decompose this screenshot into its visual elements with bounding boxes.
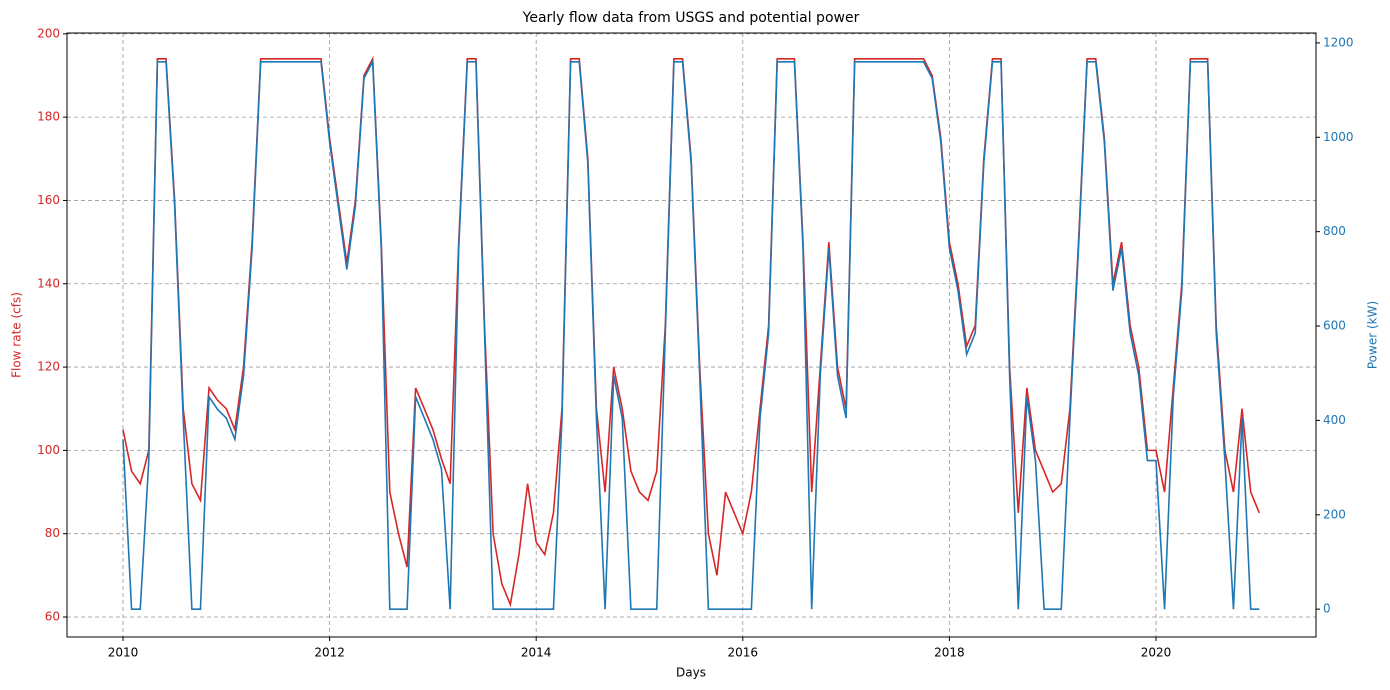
x-axis-label: Days <box>676 666 706 680</box>
y-tick-label: 100 <box>37 443 60 457</box>
y2-tick-label: 0 <box>1323 602 1331 616</box>
y-tick-label: 160 <box>37 193 60 207</box>
y-tick-label: 180 <box>37 110 60 124</box>
y2-tick-label: 200 <box>1323 507 1346 521</box>
plot-lines <box>122 55 1261 610</box>
plot-frame <box>66 32 1317 638</box>
y2-tick-label: 400 <box>1323 413 1346 427</box>
series-line <box>122 58 1260 610</box>
x-tick-label: 2014 <box>521 646 552 660</box>
y2-tick-label: 1000 <box>1323 130 1354 144</box>
y-tick-label: 80 <box>45 526 60 540</box>
y-tick-label: 200 <box>37 26 60 40</box>
y2-tick-label: 800 <box>1323 224 1346 238</box>
grid <box>67 33 1316 637</box>
x-tick-label: 2016 <box>728 646 759 660</box>
x-tick-label: 2010 <box>108 646 139 660</box>
x-tick-label: 2020 <box>1141 646 1172 660</box>
x-tick-label: 2012 <box>314 646 345 660</box>
y2-axis-label: Power (kW) <box>1366 301 1380 369</box>
y-axis-label: Flow rate (cfs) <box>10 292 24 378</box>
x-tick-label: 2018 <box>934 646 965 660</box>
y2-tick-label: 1200 <box>1323 35 1354 49</box>
chart-title: Yearly flow data from USGS and potential… <box>522 10 860 26</box>
y-tick-label: 120 <box>37 360 60 374</box>
y2-tick-label: 600 <box>1323 319 1346 333</box>
series-line <box>122 55 1261 608</box>
y-tick-label: 60 <box>45 610 60 624</box>
y-tick-label: 140 <box>37 276 60 290</box>
